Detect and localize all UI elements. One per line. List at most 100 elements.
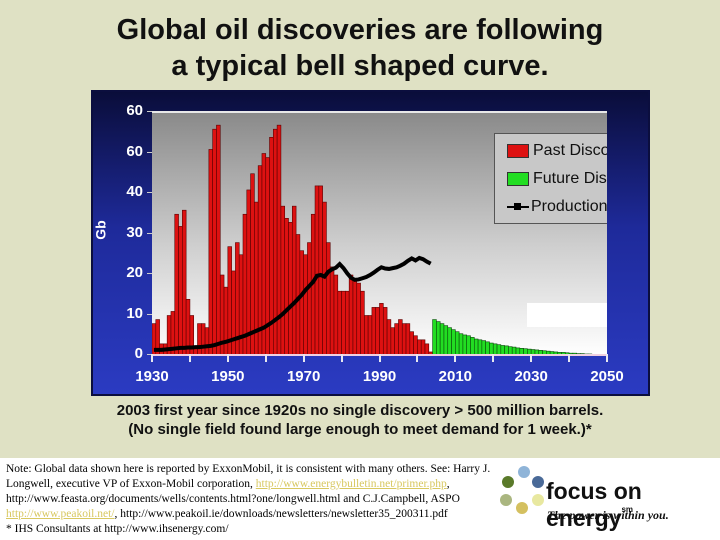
past-discovery-bar xyxy=(352,278,358,356)
past-discovery-bar xyxy=(375,307,380,356)
past-discovery-bar xyxy=(174,213,179,356)
chart-legend: Past Discovery Future Discovery Producti… xyxy=(494,133,607,224)
page-title: Global oil discoveries are following a t… xyxy=(0,12,720,84)
x-tick xyxy=(226,354,229,362)
past-discovery-bar xyxy=(280,205,286,356)
past-discovery-bar xyxy=(364,315,369,356)
caption-line-2: (No single field found large enough to m… xyxy=(128,421,592,438)
past-discovery-bar xyxy=(424,343,430,356)
x-tick-label: 1990 xyxy=(362,368,397,385)
legend-item-production: Production xyxy=(507,198,607,216)
past-discovery-bar xyxy=(337,290,342,356)
logo-tm: sm xyxy=(621,505,633,514)
legend-label: Production xyxy=(531,198,607,215)
note-text: Longwell, executive VP of Exxon-Mobil co… xyxy=(6,478,256,490)
past-discovery-bar xyxy=(276,124,282,356)
bar-chart-svg xyxy=(152,124,607,356)
past-discovery-bar xyxy=(341,290,346,356)
y-tick-label: 40 xyxy=(126,183,143,200)
x-tick xyxy=(492,354,495,362)
past-discovery-bar xyxy=(299,250,304,356)
future-discovery-bar xyxy=(447,327,452,356)
chart-caption: 2003 first year since 1920s no single di… xyxy=(0,401,720,439)
x-tick xyxy=(530,354,533,362)
legend-label: Future Discovery xyxy=(533,170,607,187)
past-discovery-bar xyxy=(329,266,335,356)
x-tick xyxy=(264,354,267,362)
logo-dot xyxy=(532,476,544,488)
x-tick xyxy=(188,354,191,362)
x-tick-label: 1930 xyxy=(135,368,169,385)
logo-dot xyxy=(518,466,530,478)
logo-dot xyxy=(516,502,528,514)
past-discovery-bar xyxy=(182,209,187,356)
focus-on-energy-logo-icon xyxy=(496,466,556,536)
white-patch xyxy=(527,303,607,327)
plot-area: Past Discovery Future Discovery Producti… xyxy=(152,111,607,356)
x-tick xyxy=(302,354,305,362)
past-discovery-bar xyxy=(405,323,411,356)
title-line-2: a typical bell shaped curve. xyxy=(171,50,549,82)
y-tick-label: 20 xyxy=(126,264,143,281)
past-discovery-bar xyxy=(231,270,236,356)
future-discovery-bar xyxy=(466,335,471,356)
y-tick xyxy=(147,273,152,274)
past-discovery-bar xyxy=(223,286,229,356)
past-discovery-bar xyxy=(386,319,392,356)
x-tick-label: 2050 xyxy=(590,368,624,385)
past-discovery-bar xyxy=(356,282,361,356)
past-discovery-bar xyxy=(382,307,388,356)
legend-item-future-discovery: Future Discovery xyxy=(507,170,607,188)
past-discovery-bar xyxy=(371,307,377,356)
logo-dot xyxy=(502,476,514,488)
note-line-4: http://www.peakoil.net/, http://www.peak… xyxy=(6,507,526,522)
note-line-2: Longwell, executive VP of Exxon-Mobil co… xyxy=(6,477,526,492)
y-tick-label: 10 xyxy=(126,304,143,322)
x-tick xyxy=(606,354,608,362)
past-discovery-bar xyxy=(367,315,373,356)
footer: Note: Global data shown here is reported… xyxy=(0,458,720,540)
past-discovery-swatch xyxy=(507,144,529,158)
title-line-1: Global oil discoveries are following xyxy=(116,14,604,46)
legend-item-past-discovery: Past Discovery xyxy=(507,142,607,160)
note-line-5: * IHS Consultants at http://www.ihsenerg… xyxy=(6,523,229,535)
past-discovery-bar xyxy=(345,290,350,356)
logo-tagline: The power is within you. xyxy=(547,508,669,522)
past-discovery-bar xyxy=(197,323,202,356)
logo-wordmark: focus on energysm xyxy=(546,478,720,532)
note-line-1: Note: Global data shown here is reported… xyxy=(6,463,491,475)
x-tick xyxy=(151,354,153,362)
energybulletin-link[interactable]: http://www.energybulletin.net/primer.php xyxy=(255,478,447,490)
past-discovery-bar xyxy=(413,335,418,356)
past-discovery-bar xyxy=(390,327,395,356)
production-line xyxy=(153,255,432,352)
past-discovery-bar xyxy=(318,185,323,356)
past-discovery-bar xyxy=(250,173,255,356)
y-tick xyxy=(147,192,152,193)
future-discovery-bar xyxy=(455,331,460,356)
past-discovery-bar xyxy=(333,274,339,356)
logo-dot xyxy=(532,494,544,506)
past-discovery-bar xyxy=(401,323,407,356)
past-discovery-bar xyxy=(204,327,210,356)
past-discovery-bar xyxy=(360,290,365,356)
x-tick xyxy=(416,354,419,362)
past-discovery-bar xyxy=(284,218,289,356)
future-discovery-bar xyxy=(443,325,449,356)
y-tick xyxy=(147,313,152,315)
past-discovery-bar xyxy=(322,201,327,356)
past-discovery-bar xyxy=(314,185,320,356)
past-discovery-bar xyxy=(303,254,308,356)
y-tick xyxy=(147,354,152,355)
x-tick-label: 2010 xyxy=(438,368,473,385)
x-tick-label: 2030 xyxy=(514,368,548,385)
peakoil-link[interactable]: http://www.peakoil.net/ xyxy=(6,508,115,520)
y-tick xyxy=(147,232,152,234)
past-discovery-bar xyxy=(155,319,160,356)
x-tick-label: 1970 xyxy=(286,368,321,385)
past-discovery-bar xyxy=(394,323,399,356)
past-discovery-bar xyxy=(212,128,217,356)
note-text: , xyxy=(446,478,450,490)
past-discovery-bar xyxy=(379,303,384,356)
past-discovery-bar xyxy=(409,331,414,356)
